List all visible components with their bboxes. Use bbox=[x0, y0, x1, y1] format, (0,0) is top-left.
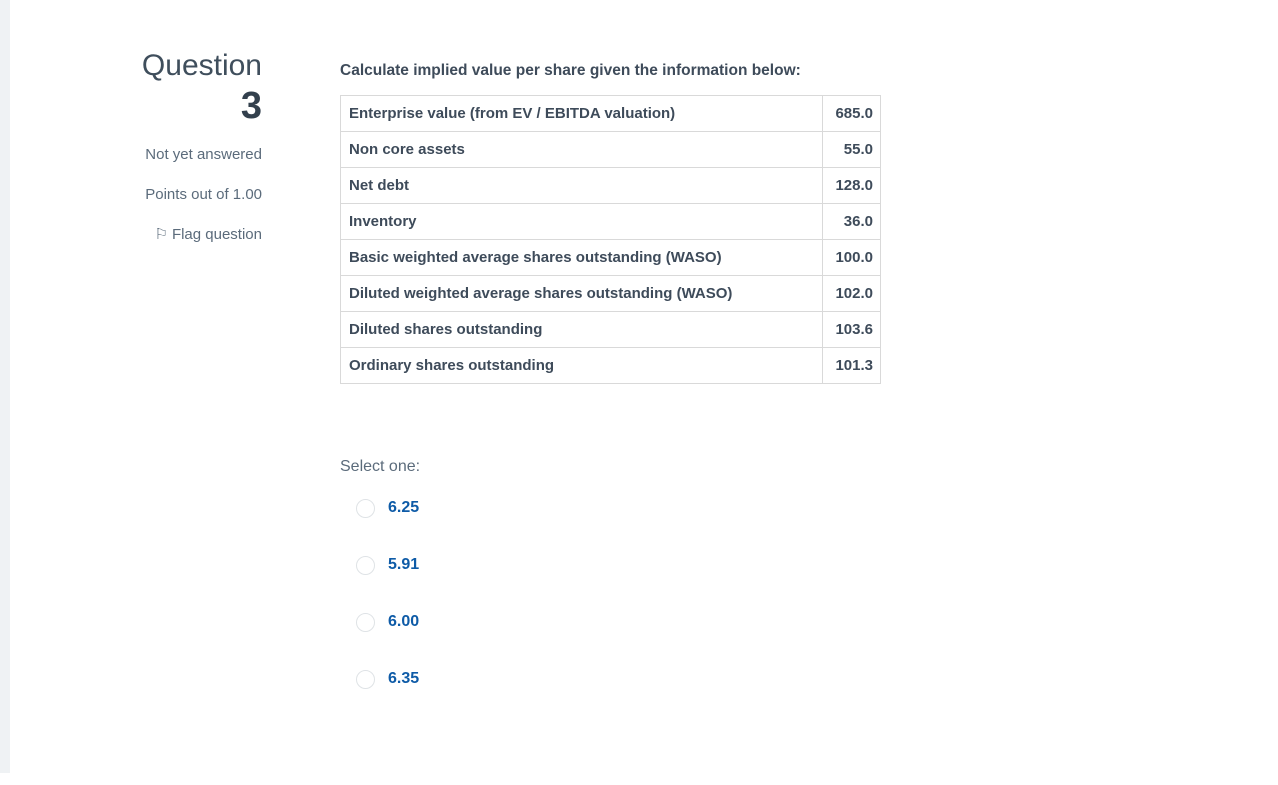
answer-option[interactable]: 6.00 bbox=[340, 611, 419, 633]
table-row: Diluted weighted average shares outstand… bbox=[340, 275, 881, 312]
question-points: Points out of 1.00 bbox=[145, 186, 262, 203]
row-value: 101.3 bbox=[822, 347, 881, 384]
table-row: Enterprise value (from EV / EBITDA valua… bbox=[340, 95, 881, 132]
option-label[interactable]: 6.25 bbox=[388, 499, 420, 516]
row-label: Ordinary shares outstanding bbox=[340, 347, 823, 384]
row-label: Non core assets bbox=[340, 131, 823, 168]
radio-button[interactable] bbox=[356, 498, 375, 518]
question-heading: Question bbox=[141, 49, 262, 82]
table-row: Inventory 36.0 bbox=[340, 203, 881, 240]
table-row: Non core assets 55.0 bbox=[340, 131, 881, 168]
row-label: Diluted shares outstanding bbox=[340, 311, 823, 348]
flag-question-link[interactable]: ⚐ Flag question bbox=[85, 225, 262, 245]
row-label: Diluted weighted average shares outstand… bbox=[340, 275, 823, 312]
table-row: Basic weighted average shares outstandin… bbox=[340, 239, 881, 276]
radio-button[interactable] bbox=[356, 612, 375, 632]
answer-option[interactable]: 5.91 bbox=[340, 554, 419, 576]
page-left-gutter bbox=[0, 0, 10, 773]
question-status: Not yet answered bbox=[145, 146, 262, 163]
answer-option[interactable]: 6.25 bbox=[340, 497, 419, 519]
table-row: Ordinary shares outstanding 101.3 bbox=[340, 347, 881, 384]
answer-option[interactable]: 6.35 bbox=[340, 668, 419, 690]
question-content: Calculate implied value per share given … bbox=[340, 61, 940, 761]
row-value: 36.0 bbox=[822, 203, 881, 240]
row-value: 128.0 bbox=[822, 167, 881, 204]
option-label[interactable]: 6.00 bbox=[388, 613, 420, 630]
answer-options: 6.25 5.91 6.00 6.35 bbox=[340, 497, 419, 725]
radio-button[interactable] bbox=[356, 555, 375, 575]
flag-icon: ⚐ bbox=[154, 226, 168, 243]
table-row: Diluted shares outstanding 103.6 bbox=[340, 311, 881, 348]
option-label[interactable]: 6.35 bbox=[388, 670, 420, 687]
table-row: Net debt 128.0 bbox=[340, 167, 881, 204]
row-label: Basic weighted average shares outstandin… bbox=[340, 239, 823, 276]
row-value: 103.6 bbox=[822, 311, 881, 348]
radio-button[interactable] bbox=[356, 669, 375, 689]
row-label: Inventory bbox=[340, 203, 823, 240]
question-number: 3 bbox=[240, 85, 262, 127]
flag-question-label: Flag question bbox=[171, 226, 262, 243]
select-one-label: Select one: bbox=[340, 458, 421, 475]
question-info-panel: Question 3 Not yet answered Points out o… bbox=[85, 0, 262, 300]
question-data-table: Enterprise value (from EV / EBITDA valua… bbox=[340, 95, 881, 384]
question-prompt: Calculate implied value per share given … bbox=[340, 62, 801, 79]
row-value: 100.0 bbox=[822, 239, 881, 276]
row-value: 685.0 bbox=[822, 95, 881, 132]
row-value: 55.0 bbox=[822, 131, 881, 168]
option-label[interactable]: 5.91 bbox=[388, 556, 420, 573]
row-label: Net debt bbox=[340, 167, 823, 204]
row-label: Enterprise value (from EV / EBITDA valua… bbox=[340, 95, 823, 132]
row-value: 102.0 bbox=[822, 275, 881, 312]
